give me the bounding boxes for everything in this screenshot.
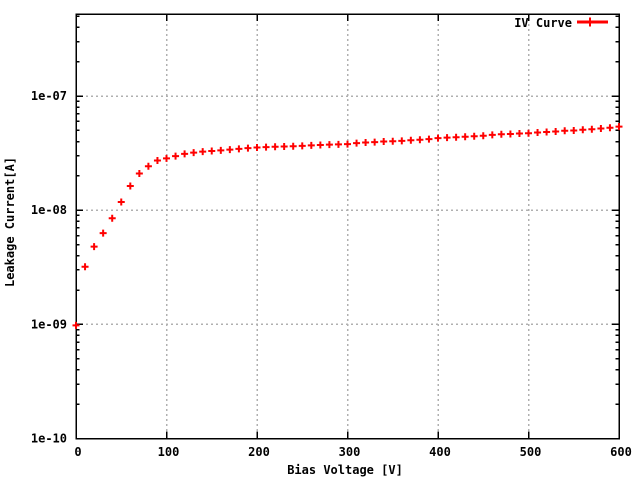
y-tick-label: 1e-09 [31, 317, 67, 331]
data-point-marker [172, 152, 180, 160]
data-point-marker [561, 127, 569, 135]
data-point-marker [615, 123, 623, 131]
data-point-marker [217, 146, 225, 154]
data-point-marker [579, 126, 587, 134]
data-point-marker [434, 134, 442, 142]
data-point-marker [325, 141, 333, 149]
data-point-marker [262, 143, 270, 151]
y-tick-label: 1e-10 [31, 432, 67, 446]
data-point-marker [72, 321, 80, 329]
data-point-marker [380, 138, 388, 146]
data-point-marker [371, 138, 379, 146]
data-point-marker [244, 144, 252, 152]
data-point-marker [289, 142, 297, 150]
data-point-marker [81, 263, 89, 271]
data-point-marker [570, 126, 578, 134]
data-point-marker [298, 142, 306, 150]
x-tick-label: 0 [74, 445, 81, 459]
data-point-marker [181, 150, 189, 158]
data-point-marker [425, 135, 433, 143]
x-tick-label: 500 [520, 445, 542, 459]
data-point-marker [497, 130, 505, 138]
legend-label: IV Curve [514, 16, 572, 30]
data-point-marker [488, 131, 496, 139]
data-point-marker [479, 132, 487, 140]
data-point-marker [334, 140, 342, 148]
data-point-marker [362, 139, 370, 147]
data-point-marker [443, 134, 451, 142]
data-point-marker [235, 145, 243, 153]
data-point-marker [606, 124, 614, 132]
data-point-marker [407, 136, 415, 144]
data-point-marker [253, 143, 261, 151]
data-point-marker [389, 137, 397, 145]
x-tick-label: 400 [429, 445, 451, 459]
data-point-marker [208, 147, 216, 155]
data-point-marker [461, 133, 469, 141]
data-point-marker [135, 169, 143, 177]
y-tick-label: 1e-07 [31, 89, 67, 103]
data-point-marker [117, 198, 125, 206]
data-point-marker [199, 148, 207, 156]
x-tick-label: 300 [339, 445, 361, 459]
data-point-marker [226, 146, 234, 154]
data-point-marker [353, 139, 361, 147]
data-point-marker [398, 137, 406, 145]
data-point-marker [307, 141, 315, 149]
data-point-marker [344, 140, 351, 148]
data-point-marker [271, 143, 279, 151]
data-point-marker [163, 154, 170, 162]
data-point-marker [597, 125, 605, 133]
data-point-marker [515, 130, 523, 138]
data-point-marker [153, 156, 161, 164]
data-point-marker [534, 128, 542, 136]
x-axis-title: Bias Voltage [V] [287, 463, 403, 477]
data-point-marker [452, 133, 460, 141]
data-point-marker [99, 229, 107, 237]
plot-border [75, 13, 620, 440]
data-point-marker [416, 136, 424, 144]
data-point-marker [190, 149, 198, 157]
data-point-marker [90, 243, 98, 251]
data-point-marker [525, 129, 532, 137]
data-point-marker [316, 141, 324, 149]
data-point-marker [108, 214, 116, 222]
data-point-marker [280, 142, 288, 150]
x-tick-label: 600 [610, 445, 632, 459]
data-point-marker [126, 182, 134, 190]
x-tick-label: 200 [248, 445, 270, 459]
data-point-marker [588, 125, 596, 133]
y-axis-title: Leakage Current[A] [3, 157, 17, 287]
data-point-marker [543, 128, 551, 136]
data-point-marker [506, 130, 514, 138]
data-point-marker [144, 162, 152, 170]
y-tick-label: 1e-08 [31, 203, 67, 217]
data-point-marker [470, 132, 478, 140]
data-point-marker [552, 127, 560, 135]
x-tick-label: 100 [158, 445, 180, 459]
